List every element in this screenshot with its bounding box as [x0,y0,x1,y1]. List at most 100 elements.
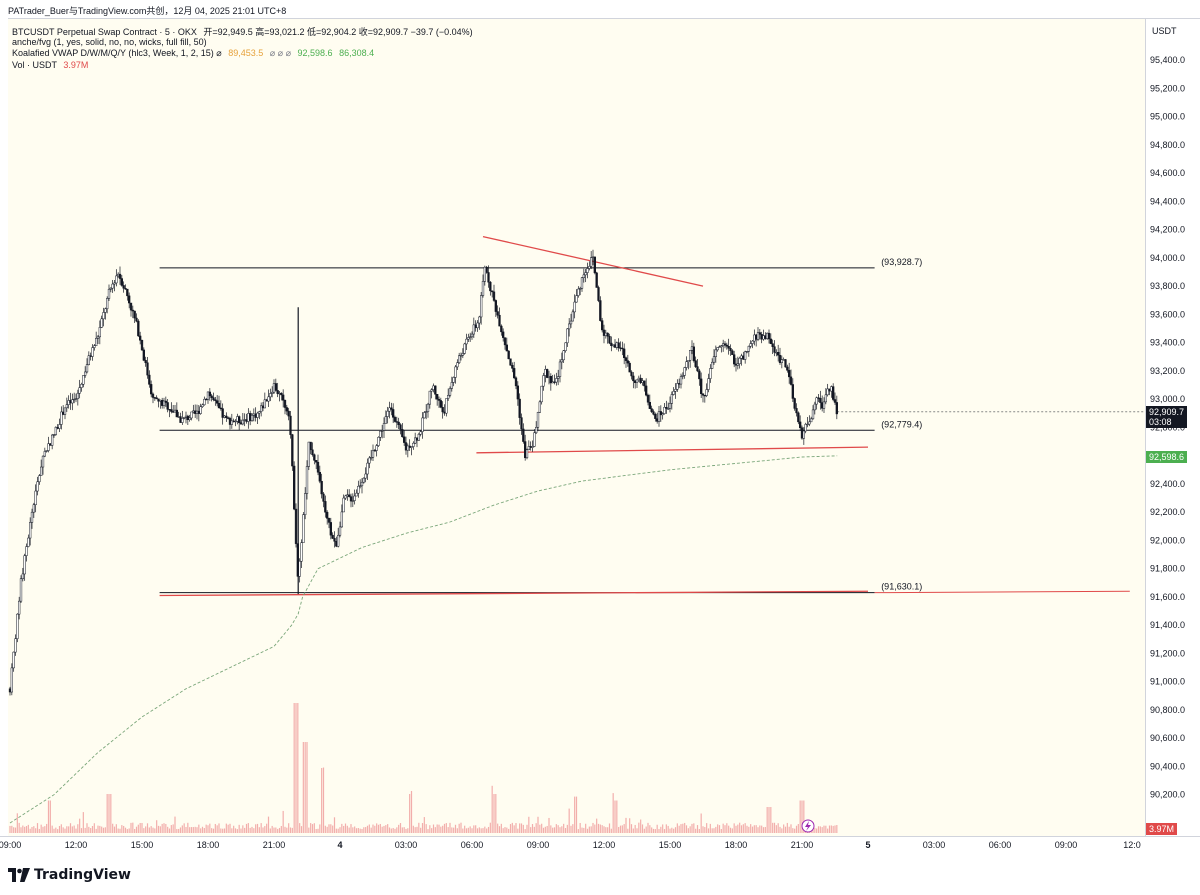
volume-bar [528,816,530,833]
volume-bar [251,826,253,833]
candle-body [641,380,644,383]
volume-bar [436,824,438,833]
candle-body [564,342,567,351]
candle-body [267,396,270,402]
volume-bar [291,827,293,833]
volume-bar [242,825,244,833]
currency-label[interactable]: USDT [1152,26,1177,36]
volume-bar [614,800,616,833]
y-tick-label: 91,200.0 [1150,648,1185,658]
volume-bar [214,823,216,833]
volume-bar [707,828,710,833]
volume-bar [179,827,182,833]
volume-bar [383,825,385,833]
candle-body [714,349,717,357]
candle-body [249,413,252,421]
candle-body [731,350,734,355]
volume-bar [680,824,682,833]
candle-body [188,417,191,420]
candle-body [29,522,32,539]
volume-bar [264,826,266,833]
y-tick-label: 93,400.0 [1150,338,1185,348]
candle-body [736,363,739,366]
volume-bar [376,823,378,833]
candle-body [206,391,210,400]
candle-body [498,314,501,327]
candle-body [652,411,655,415]
candle-body [456,362,459,368]
volume-bar [229,823,231,833]
candle-body [333,538,336,542]
volume-bar [90,828,92,833]
legend-volume[interactable]: Vol · USDT 3.97M [12,60,88,70]
volume-bar [755,825,757,833]
legend-fvg-text: anche/fvg (1, yes, solid, no, no, wicks,… [12,37,207,47]
candle-body [419,431,422,435]
volume-bar [387,824,389,833]
candle-body [344,495,347,499]
volume-bar [524,829,526,833]
x-tick-label: 06:00 [461,840,484,850]
candle-body [40,466,43,476]
legend-ohlc: 开=92,949.5 高=93,021.2 低=92,904.2 收=92,90… [203,27,473,37]
volume-bar [830,825,832,833]
legend-vwap-indicator[interactable]: Koalafied VWAP D/W/M/Q/Y (hlc3, Week, 1,… [12,48,374,59]
candle-body [128,295,131,304]
candle-body [745,350,749,353]
candle-body [291,434,294,467]
candle-body [80,384,83,388]
volume-bar [366,825,369,833]
volume-bar [374,825,376,833]
volume-bar [647,822,649,833]
candle-body [107,288,111,299]
volume-bar [300,826,303,833]
candle-body [722,343,725,346]
volume-bar [766,807,768,833]
candle-body [476,322,479,329]
candle-body [393,417,397,422]
volume-bar [706,823,708,833]
volume-bar [49,800,51,833]
candle-body [804,424,807,432]
volume-bar [434,827,436,833]
volume-bar [277,828,279,833]
legend-fvg-indicator[interactable]: anche/fvg (1, yes, solid, no, no, wicks,… [12,37,207,47]
volume-bar [546,825,548,833]
volume-bar [27,824,29,833]
candle-body [294,508,298,544]
volume-bar [548,817,550,833]
candle-body [162,400,166,406]
volume-bar [709,823,711,833]
candle-body [740,355,743,359]
time-axis[interactable] [0,836,1200,859]
volume-bar [497,823,499,833]
candle-body [663,407,666,414]
plot-area[interactable] [8,18,1145,836]
candle-body [617,342,620,349]
candle-body [580,277,584,289]
volume-bar [141,822,143,833]
candle-body [509,358,512,366]
candle-body [258,411,261,414]
y-tick-label: 90,200.0 [1150,790,1185,800]
volume-bar [674,827,677,833]
candle-body [551,381,554,384]
candle-body [591,256,595,258]
candle-body [274,383,277,391]
candle-body [560,359,563,363]
volume-bar [568,808,570,833]
volume-bar [95,828,97,833]
y-tick-label: 94,400.0 [1150,196,1185,206]
volume-bar [333,817,336,833]
candle-body [197,410,200,414]
candle-body [131,309,134,312]
tradingview-footer[interactable]: TradingView [8,864,131,886]
candle-body [414,437,417,444]
legend-symbol-row[interactable]: BTCUSDT Perpetual Swap Contract · 5 · OK… [12,25,473,38]
x-tick-label: 4 [337,840,342,850]
candle-body [725,344,728,347]
candle-body [712,356,716,363]
vwap-price-tag: 92,598.6 [1146,451,1188,463]
level-label: (93,928.7) [881,257,922,267]
candle-body [425,411,428,413]
